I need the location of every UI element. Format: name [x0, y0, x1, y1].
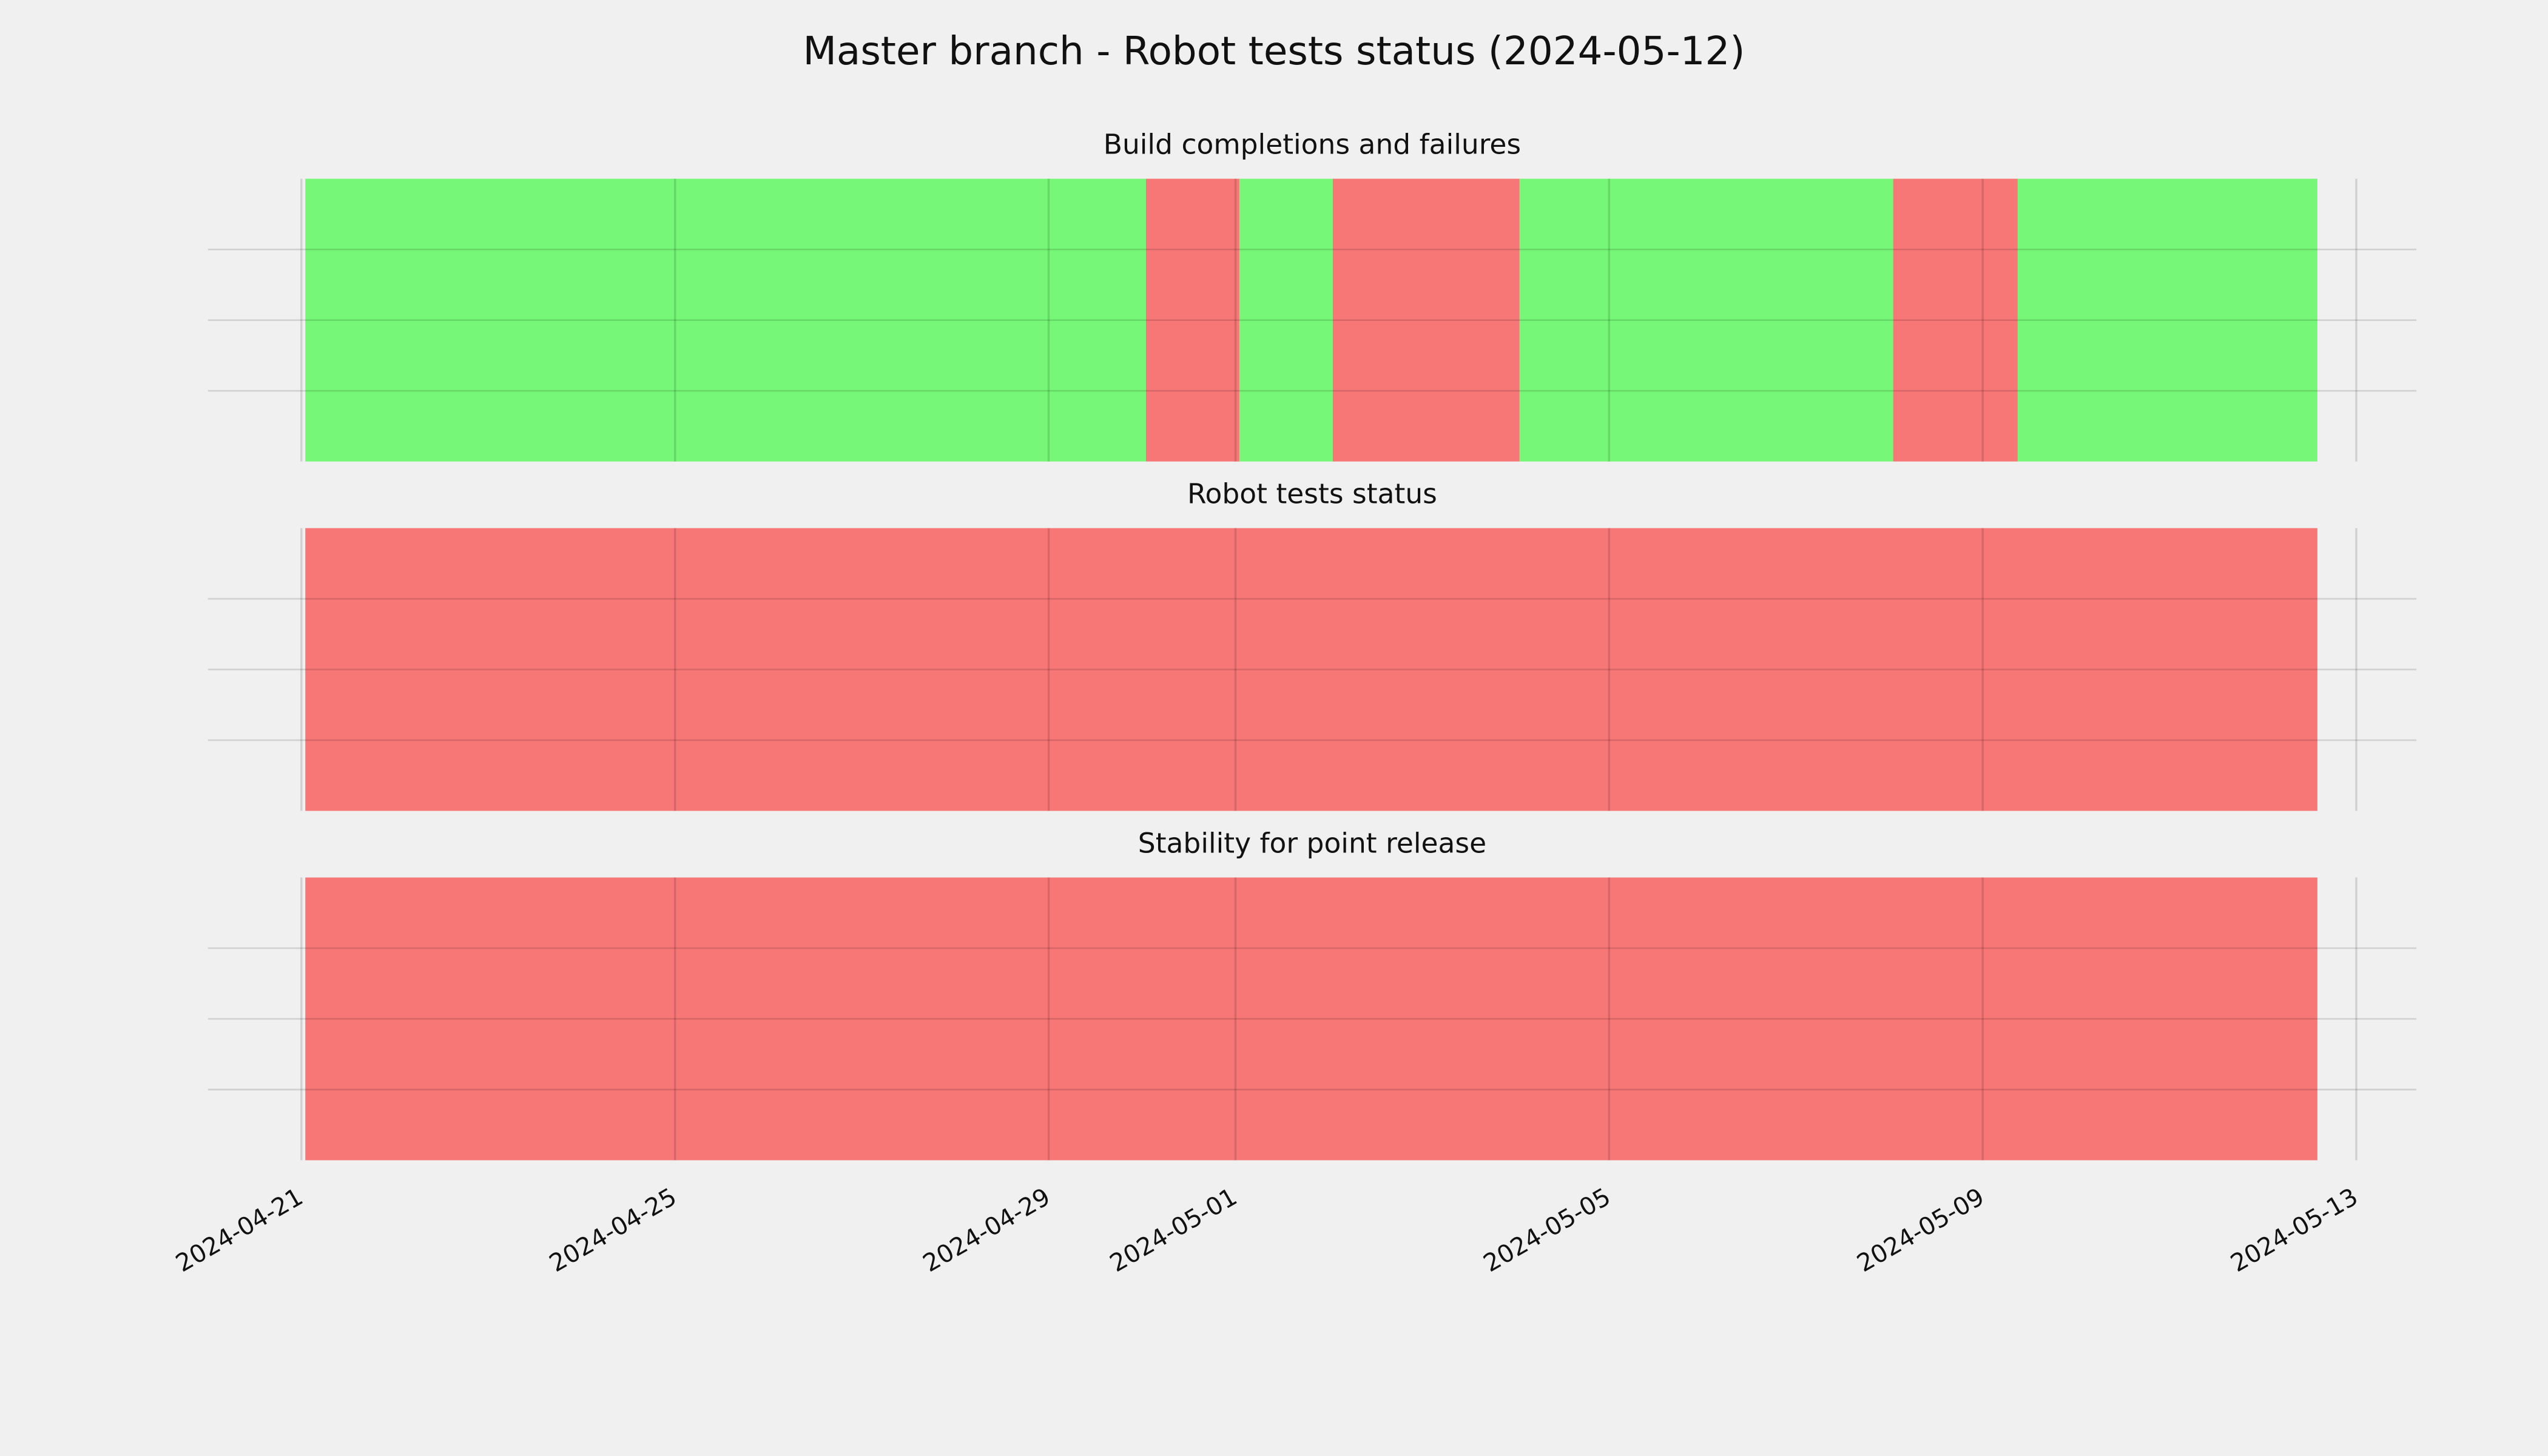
chart-title: Master branch - Robot tests status (2024… [803, 29, 1745, 74]
status-bar [1519, 178, 1893, 462]
status-bar [305, 877, 2317, 1161]
status-bar [1893, 178, 2018, 462]
status-bar [305, 178, 1146, 462]
panel-title: Build completions and failures [1104, 129, 1521, 161]
panel-title: Stability for point release [1138, 827, 1486, 859]
panel-title: Robot tests status [1187, 477, 1437, 510]
status-bar [2017, 178, 2317, 462]
status-bar [305, 528, 2317, 811]
status-bar [1239, 178, 1333, 462]
status-bar [1332, 178, 1520, 462]
status-bar [1145, 178, 1239, 462]
